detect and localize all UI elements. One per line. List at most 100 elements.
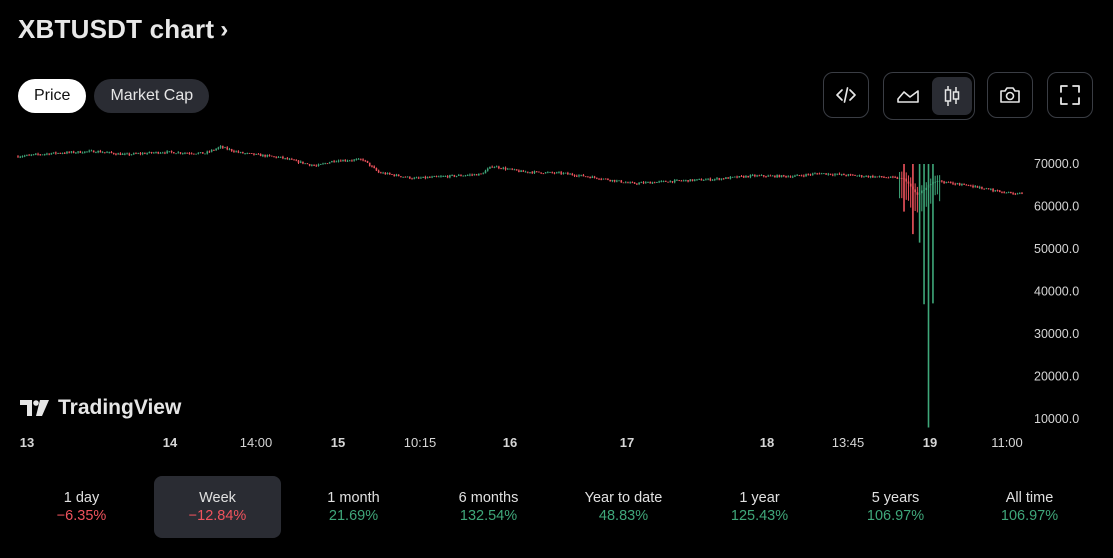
candle-body <box>981 187 983 189</box>
candle-body <box>215 148 217 151</box>
candle-body <box>415 177 418 179</box>
candle-body <box>377 170 380 173</box>
candle-body <box>616 180 618 182</box>
period-week[interactable]: Week −12.84% <box>154 476 281 538</box>
period-all-time[interactable]: All time 106.97% <box>966 476 1093 538</box>
embed-button[interactable] <box>823 72 869 118</box>
candle-body <box>311 165 313 166</box>
candle-body <box>473 174 476 176</box>
period-label: 1 year <box>739 490 780 506</box>
period-change: 106.97% <box>866 508 925 524</box>
period-year-to-date[interactable]: Year to date 48.83% <box>560 476 687 538</box>
candle-body <box>1007 191 1010 193</box>
candle-body <box>607 178 609 180</box>
candle-body <box>811 173 814 175</box>
x-tick-label: 10:15 <box>404 435 437 450</box>
candle-body <box>128 153 131 155</box>
candle-body <box>818 173 821 175</box>
candle-body <box>660 181 663 182</box>
tradingview-logo[interactable]: TradingView <box>20 396 181 420</box>
candle-body <box>927 185 930 188</box>
candle-body <box>1016 193 1019 195</box>
period-change: 125.43% <box>730 508 789 524</box>
candle-body <box>631 182 634 184</box>
period-6-months[interactable]: 6 months 132.54% <box>425 476 552 538</box>
fullscreen-button[interactable] <box>1047 72 1093 118</box>
candle-body <box>740 176 743 177</box>
candle-body <box>800 175 803 177</box>
candle-body <box>426 177 429 179</box>
candle-body <box>934 181 936 183</box>
candle-body <box>535 171 538 173</box>
candle-body <box>887 177 890 179</box>
candle-body <box>945 182 948 183</box>
candle-body <box>112 152 115 154</box>
candle-body <box>771 175 774 177</box>
candle-body <box>66 151 68 154</box>
candle-body <box>495 166 498 168</box>
period-change: 48.83% <box>598 508 649 524</box>
y-tick-label: 50000.0 <box>1034 242 1079 256</box>
y-tick-label: 10000.0 <box>1034 412 1079 426</box>
period-1-year[interactable]: 1 year 125.43% <box>696 476 823 538</box>
candle-body <box>558 172 560 173</box>
period-label: 1 month <box>327 490 380 506</box>
candle-body <box>729 176 732 179</box>
candle-body <box>88 150 91 152</box>
candlestick-button[interactable] <box>932 77 972 115</box>
candle-body <box>629 182 631 184</box>
candle-body <box>751 175 754 176</box>
candle-body <box>471 174 473 176</box>
candle-body <box>885 177 888 179</box>
candle-body <box>814 173 816 175</box>
candle-body <box>302 161 304 164</box>
candle-body <box>716 178 718 180</box>
candle-body <box>509 168 511 170</box>
candle-body <box>1001 192 1003 193</box>
candle-body <box>613 179 616 182</box>
candle-body <box>544 172 547 174</box>
candle-body <box>596 177 598 179</box>
price-toggle-button[interactable]: Price <box>18 79 87 113</box>
candle-body <box>943 181 945 183</box>
market-cap-toggle-button[interactable]: Market Cap <box>94 79 210 113</box>
period-5-years[interactable]: 5 years 106.97% <box>832 476 959 538</box>
period-1-month[interactable]: 1 month 21.69% <box>290 476 417 538</box>
period-label: Year to date <box>584 490 663 506</box>
period-1-day[interactable]: 1 day −6.35% <box>18 476 145 538</box>
candle-body <box>413 177 416 179</box>
snapshot-button[interactable] <box>987 72 1033 118</box>
candle-body <box>520 170 522 172</box>
candle-body <box>807 174 810 176</box>
candle-body <box>308 164 311 166</box>
candle-body <box>689 179 692 182</box>
candle-body <box>46 153 48 155</box>
candle-body <box>958 183 961 186</box>
candle-body <box>204 153 206 155</box>
candle-body <box>478 173 480 176</box>
candle-body <box>584 176 587 178</box>
candle-body <box>442 176 444 178</box>
candle-body <box>883 177 885 178</box>
candle-body <box>678 180 680 181</box>
page-title[interactable]: XBTUSDT chart › <box>18 14 228 45</box>
candle-body <box>500 168 502 170</box>
candle-body <box>79 151 82 153</box>
area-chart-button[interactable] <box>888 77 928 115</box>
candle-body <box>611 179 614 181</box>
candle-body <box>270 155 273 157</box>
candle-body <box>502 167 505 169</box>
candle-body <box>375 168 378 171</box>
candle-body <box>449 175 451 178</box>
candle-body <box>803 175 805 177</box>
candle-body <box>1003 192 1005 194</box>
candle-body <box>81 152 84 154</box>
candle-body <box>840 174 843 175</box>
period-selector: 1 day −6.35% Week −12.84% 1 month 21.69%… <box>14 476 1099 538</box>
candle-body <box>687 180 689 182</box>
candle-body <box>618 180 620 182</box>
candle-body <box>155 152 157 153</box>
candle-body <box>70 151 73 153</box>
candle-body <box>435 176 438 178</box>
price-chart[interactable]: 70000.0 60000.0 50000.0 40000.0 30000.0 20000… <box>0 130 1113 460</box>
